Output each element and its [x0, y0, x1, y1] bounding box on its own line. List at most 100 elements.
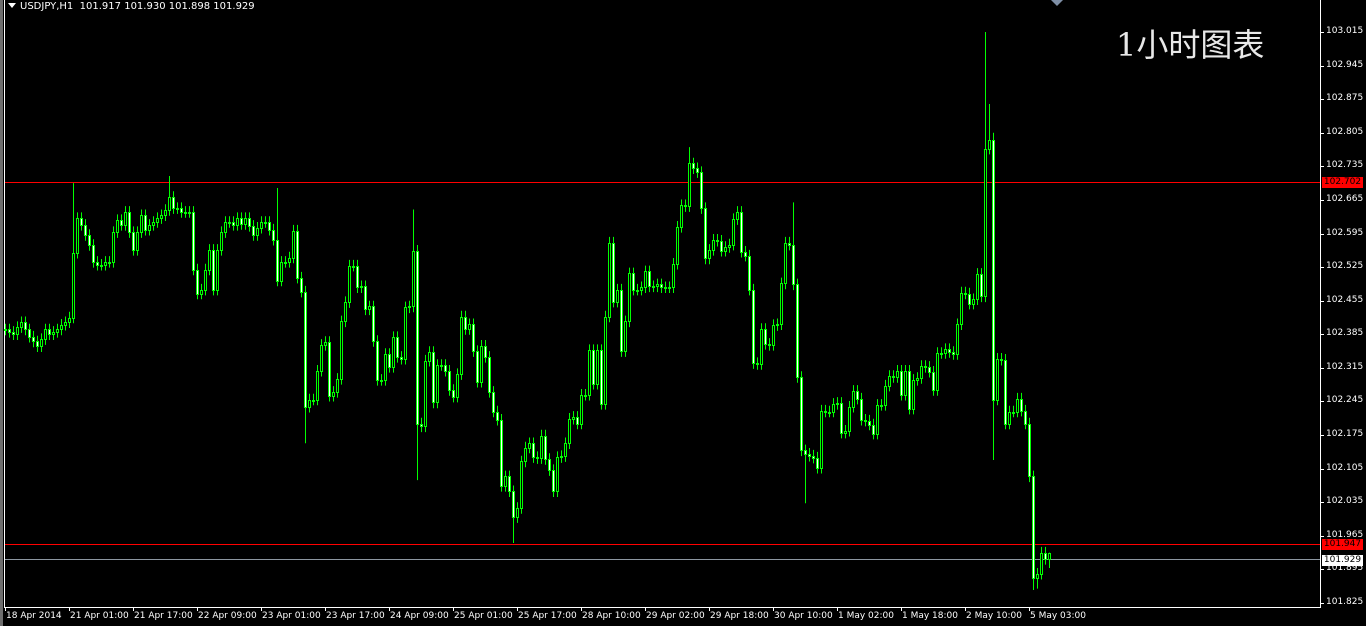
candle [548, 453, 551, 476]
candle [492, 386, 495, 418]
candle-body-bull [988, 140, 991, 150]
candle [64, 316, 67, 331]
candle [304, 285, 307, 444]
candle-body-bull [516, 508, 519, 518]
candle-body-bull [344, 302, 347, 322]
candle [560, 450, 563, 463]
candle [860, 392, 863, 426]
candle-body-bear [32, 337, 35, 342]
candle [1008, 405, 1011, 430]
candle-body-bear [172, 197, 175, 209]
candle-body-bull [640, 287, 643, 291]
candle-body-bull [480, 346, 483, 383]
candle [788, 236, 791, 251]
candle-body-bull [4, 329, 7, 331]
candle-body-bear [684, 205, 687, 207]
candle-body-bear [992, 140, 995, 401]
candle [40, 333, 43, 353]
candle [308, 393, 311, 413]
candle-body-bear [328, 342, 331, 397]
candle [392, 331, 395, 373]
time-label: 29 Apr 18:00 [710, 611, 769, 621]
candle [172, 191, 175, 214]
candle-body-bull [540, 436, 543, 459]
candle [140, 209, 143, 238]
candle [44, 323, 47, 345]
candle-body-bull [628, 273, 631, 322]
candle [720, 234, 723, 257]
time-label: 18 Apr 2014 [6, 611, 62, 621]
window-left-border [0, 0, 3, 626]
candle [344, 296, 347, 328]
candle-body-bull [200, 290, 203, 295]
candle-body-bear [196, 270, 199, 295]
candle [864, 413, 867, 427]
candle [896, 365, 899, 383]
candle-body-bear [8, 329, 11, 333]
price-label: 101.825 [1326, 597, 1364, 607]
candle-body-bull [64, 322, 67, 326]
candle [356, 259, 359, 294]
candle-body-bear [276, 240, 279, 282]
candle [836, 397, 839, 410]
price-label: 103.015 [1326, 26, 1364, 36]
dropdown-triangle-icon[interactable] [8, 3, 16, 8]
candle [652, 280, 655, 293]
candle [252, 220, 255, 241]
candle-body-bear [252, 226, 255, 236]
price-label: 102.525 [1326, 261, 1364, 272]
candle-body-bear [804, 450, 807, 455]
candle-body-bull [424, 361, 427, 427]
candle-body-bull [564, 443, 567, 457]
candle-body-bear [1028, 424, 1031, 477]
candle [676, 221, 679, 270]
candle-body-bull [1016, 399, 1019, 413]
candle [628, 267, 631, 328]
candle [844, 424, 847, 439]
candle-body-bear [620, 290, 623, 352]
candle-body-bull [308, 400, 311, 408]
candle [532, 437, 535, 463]
candle [152, 216, 155, 231]
candle [372, 300, 375, 347]
candle-body-bull [176, 208, 179, 210]
candle [68, 311, 71, 329]
candle [776, 318, 779, 331]
candle [716, 234, 719, 247]
ohlc-open: 101.917 [79, 1, 122, 12]
candle-body-bear [180, 208, 183, 213]
candle [656, 278, 659, 293]
candle [540, 429, 543, 464]
candle-body-bear [716, 240, 719, 242]
candle [536, 451, 539, 464]
candle [1020, 392, 1023, 417]
candle [680, 199, 683, 233]
candle-body-bull [108, 262, 111, 264]
candle-body-bull [152, 222, 155, 226]
candle [544, 429, 547, 465]
candle-body-bear [416, 251, 419, 425]
candle [996, 353, 999, 406]
candle [312, 393, 315, 406]
candle-body-bull [884, 386, 887, 406]
candle-body-bull [1008, 412, 1011, 425]
candle [812, 449, 815, 464]
candle-body-bull [216, 250, 219, 291]
candle-body-bull [712, 240, 715, 251]
level-price-tag: 102.702 [1322, 176, 1363, 188]
horizontal-lines[interactable] [5, 182, 1320, 560]
candle [684, 199, 687, 212]
candles [4, 32, 1051, 591]
candle-body-bear [1004, 360, 1007, 425]
candle-body-bull [672, 264, 675, 288]
candle [664, 281, 667, 294]
candle-body-bear [704, 208, 707, 259]
chart-shift-marker-icon[interactable] [1051, 0, 1063, 6]
candle-body-bull [60, 325, 63, 330]
candle [320, 339, 323, 377]
candle [1040, 546, 1043, 580]
candle-body-bear [792, 245, 795, 285]
candle [732, 213, 735, 251]
candle-body-bear [612, 243, 615, 303]
